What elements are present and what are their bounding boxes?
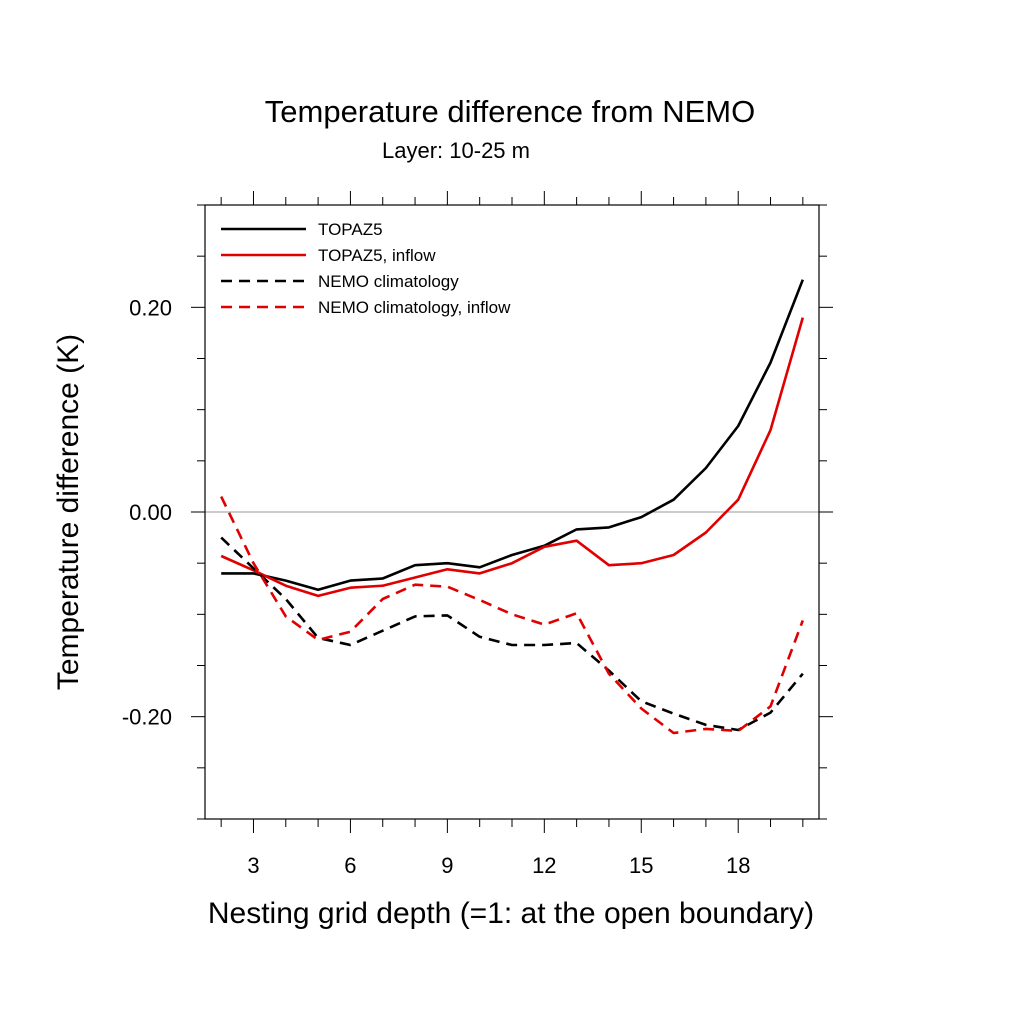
series-line-2 — [220, 317, 805, 598]
x-tick-label: 3 — [247, 853, 259, 878]
x-tick-label: 12 — [532, 853, 556, 878]
y-tick-label: 0.20 — [129, 295, 172, 320]
x-axis-label: Nesting grid depth (=1: at the open boun… — [208, 897, 814, 930]
y-axis-label: Temperature difference (K) — [52, 334, 85, 690]
legend-label: NEMO climatology — [318, 272, 459, 291]
chart-subtitle: Layer: 10-25 m — [382, 138, 530, 163]
x-tick-label: 6 — [344, 853, 356, 878]
series-line-3 — [220, 536, 804, 732]
legend-label: NEMO climatology, inflow — [318, 298, 511, 317]
tick-labels-layer: 3 6 9 12 15 18 -0.20 0.00 0.20 — [122, 295, 751, 878]
x-tick-label: 18 — [726, 853, 750, 878]
ticks-layer — [191, 191, 833, 833]
y-tick-label: 0.00 — [129, 500, 172, 525]
series-line-4 — [220, 496, 805, 735]
legend-label: TOPAZ5, inflow — [318, 246, 436, 265]
y-tick-label: -0.20 — [122, 705, 172, 730]
series-line-1 — [221, 279, 805, 592]
legend: TOPAZ5 TOPAZ5, inflow NEMO climatology NEMO… — [221, 220, 511, 317]
x-tick-label: 15 — [629, 853, 653, 878]
chart-title: Temperature difference from NEMO — [265, 94, 755, 129]
x-tick-label: 9 — [441, 853, 453, 878]
legend-label: TOPAZ5 — [318, 220, 383, 239]
series-layer — [220, 279, 805, 735]
